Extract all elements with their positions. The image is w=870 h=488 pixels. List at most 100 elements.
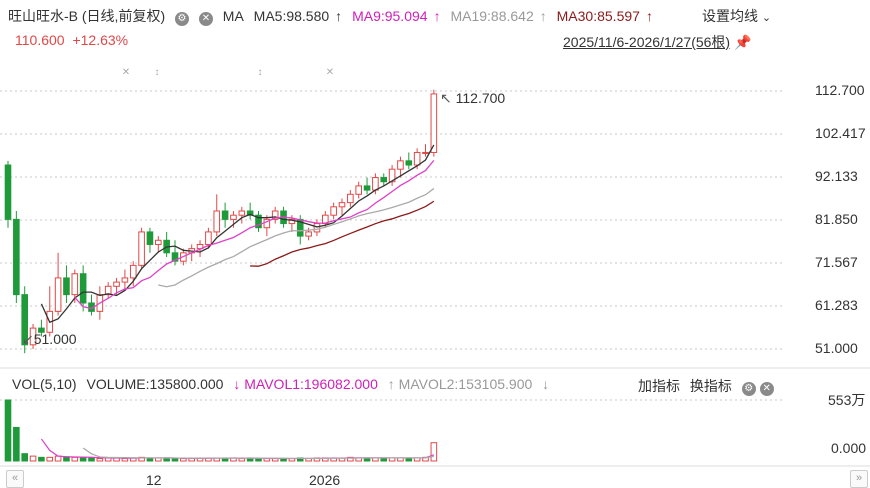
candle-body xyxy=(263,218,271,229)
volume-bar xyxy=(46,456,54,462)
stock-title[interactable]: 旺山旺水-B (日线,前复权) xyxy=(8,8,166,24)
add-indicator-button[interactable]: 加指标 xyxy=(638,378,680,394)
volume-bar xyxy=(21,453,28,462)
candle-body xyxy=(372,177,379,191)
candle-body xyxy=(388,168,396,183)
high-label: 112.700 xyxy=(455,90,506,106)
candle-body xyxy=(363,185,371,191)
current-price: 110.600 xyxy=(15,32,65,48)
volume-bar xyxy=(180,458,187,462)
price-tick: 81.850 xyxy=(815,211,858,227)
event-marker-icon: ✕ xyxy=(326,67,334,78)
candle-body xyxy=(38,327,45,333)
event-marker-icon: ↕ xyxy=(155,67,160,78)
arrow-up-icon: ↑ xyxy=(387,376,395,392)
gear-icon[interactable]: ⚙ xyxy=(741,382,756,396)
candle-body xyxy=(113,281,120,287)
mavol1-value: MAVOL1:196082.000 xyxy=(244,376,378,392)
close-icon[interactable]: ✕ xyxy=(198,12,213,26)
price-tick: 102.417 xyxy=(815,125,866,141)
price-change: +12.63% xyxy=(72,32,129,48)
candle-body xyxy=(221,210,229,220)
settings-ma-label: 设置均线 xyxy=(702,8,758,24)
candle-body xyxy=(255,214,262,229)
candle-body xyxy=(330,206,337,216)
candle-body xyxy=(288,218,296,225)
candle-body xyxy=(422,151,429,154)
gear-icon[interactable]: ⚙ xyxy=(175,12,189,26)
candle-body xyxy=(13,218,20,296)
pin-icon[interactable]: 📌 xyxy=(733,34,752,50)
volume-bar xyxy=(188,458,195,462)
candle-body xyxy=(355,185,362,195)
price-tick: 71.567 xyxy=(815,254,858,270)
ma9-value: MA9:95.094 xyxy=(352,8,428,24)
volume-header: VOL(5,10) VOLUME:135800.000 ↓ MAVOL1:196… xyxy=(12,376,549,392)
candle-body xyxy=(213,210,221,233)
volume-bar xyxy=(88,457,95,462)
candle-body xyxy=(146,231,154,245)
candle-body xyxy=(79,273,87,304)
close-icon[interactable]: ✕ xyxy=(759,382,774,396)
scroll-right-button[interactable]: » xyxy=(850,470,868,488)
mavol2-value: MAVOL2:153105.900 xyxy=(398,376,533,392)
volume-bar xyxy=(430,442,438,462)
candle-body xyxy=(171,252,179,262)
low-label: 51.000 xyxy=(33,331,77,347)
price-tick: 112.700 xyxy=(815,82,865,98)
volume-bar xyxy=(4,399,12,462)
ma9-line xyxy=(74,159,435,310)
arrow-down-icon: ↓ xyxy=(542,376,550,392)
candle-body xyxy=(104,285,112,296)
volume-bar xyxy=(38,456,45,462)
candle-body xyxy=(205,231,212,245)
arrow-up-icon: ↑ xyxy=(645,8,653,24)
event-marker-icon: ✕ xyxy=(122,67,130,78)
candle-body xyxy=(29,327,37,346)
candle-body xyxy=(238,210,246,216)
candles xyxy=(4,89,438,354)
event-markers: ✕ ↕ ↕ ✕ xyxy=(122,67,334,78)
switch-indicator-button[interactable]: 换指标 xyxy=(689,378,732,394)
arrow-up-icon: ↑ xyxy=(539,8,547,24)
volume-bar xyxy=(13,426,20,462)
candle-body xyxy=(54,277,62,312)
volume-bar xyxy=(238,458,246,462)
chevron-down-icon: ⌄ xyxy=(761,12,772,24)
candle-body xyxy=(347,193,354,204)
candle-body xyxy=(405,160,413,166)
mavol1-line xyxy=(40,438,435,460)
volume-bar xyxy=(79,457,87,462)
high-annotation: ↖ 112.700 xyxy=(440,90,505,107)
x-tick-2026: 2026 xyxy=(309,472,341,488)
candle-body xyxy=(246,210,254,216)
candle-body xyxy=(305,231,312,237)
candle-body xyxy=(21,294,28,346)
candle-body xyxy=(313,223,321,233)
price-tick: 61.283 xyxy=(815,297,858,313)
volume-bar xyxy=(121,458,129,462)
candle-body xyxy=(271,210,279,220)
ma-label: MA xyxy=(222,8,244,24)
candle-body xyxy=(338,202,346,208)
volume-bar xyxy=(96,458,104,462)
scroll-left-button[interactable]: « xyxy=(6,470,24,488)
ma-header: 旺山旺水-B (日线,前复权) ⚙ ✕ MA MA5:98.580 ↑ MA9:9… xyxy=(8,6,659,26)
price-tick: 92.133 xyxy=(815,168,858,184)
price-gridlines xyxy=(0,90,870,467)
candle-body xyxy=(380,177,388,183)
volume-bar xyxy=(71,456,79,462)
candle-body xyxy=(155,239,162,245)
indicator-controls: 加指标 换指标 ⚙ ✕ xyxy=(638,376,774,396)
ma-lines xyxy=(40,144,435,324)
candle-body xyxy=(4,164,12,220)
candle-body xyxy=(63,277,70,296)
volume-axis-top: 553万 xyxy=(828,392,866,408)
vol-value: VOLUME:135800.000 xyxy=(86,376,224,392)
settings-ma-button[interactable]: 设置均线 ⌄ xyxy=(702,6,771,26)
arrow-down-icon: ↓ xyxy=(233,376,241,392)
price-readout: 110.600 +12.63% xyxy=(15,32,128,48)
ma30-line xyxy=(250,200,435,267)
event-marker-icon: ↕ xyxy=(258,67,263,78)
